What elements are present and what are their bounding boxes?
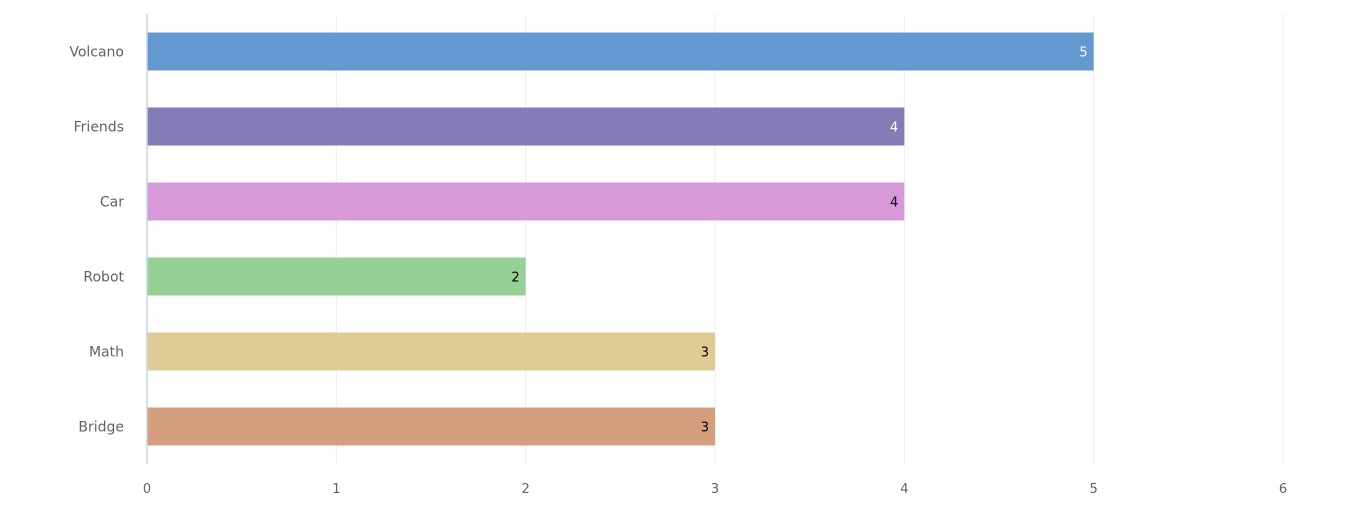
- bar-robot: [147, 257, 526, 296]
- category-label: Friends: [74, 120, 124, 136]
- value-label: 3: [701, 346, 709, 361]
- category-label: Bridge: [78, 420, 124, 436]
- x-tick-label: 4: [900, 482, 908, 497]
- x-tick-label: 0: [143, 482, 151, 497]
- category-label: Math: [89, 345, 124, 361]
- x-tick-label: 2: [522, 482, 530, 497]
- x-tick-label: 3: [711, 482, 719, 497]
- x-tick-labels: 0 1 2 3 4 5 6: [143, 482, 1287, 497]
- value-label: 4: [890, 121, 898, 136]
- bar-bridge: [147, 407, 715, 446]
- value-labels: 5 4 4 2 3 3: [511, 46, 1087, 436]
- category-label: Robot: [83, 270, 124, 286]
- x-tick-label: 5: [1090, 482, 1098, 497]
- category-labels: Volcano Friends Car Robot Math Bridge: [69, 45, 124, 436]
- category-label: Volcano: [69, 45, 124, 61]
- value-label: 5: [1079, 46, 1087, 61]
- bar-math: [147, 332, 715, 371]
- value-label: 3: [701, 421, 709, 436]
- bar-volcano: [147, 32, 1094, 71]
- value-label: 4: [890, 196, 898, 211]
- value-label: 2: [511, 271, 519, 286]
- x-tick-label: 6: [1279, 482, 1287, 497]
- category-label: Car: [100, 195, 124, 211]
- bar-friends: [147, 107, 905, 146]
- bars: [147, 32, 1094, 446]
- x-tick-label: 1: [332, 482, 340, 497]
- grid-lines: [335, 14, 1284, 464]
- bar-car: [147, 182, 905, 221]
